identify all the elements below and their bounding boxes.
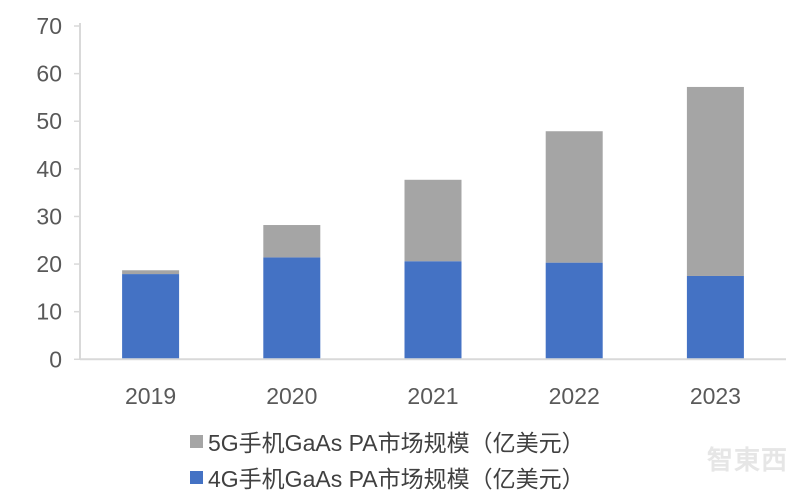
legend-label-5g: 5G手机GaAs PA市场规模（亿美元） [208,430,585,456]
x-tick-label: 2020 [266,383,317,409]
legend-item-5g: 5G手机GaAs PA市场规模（亿美元） [190,424,585,458]
x-tick-label: 2019 [125,383,176,409]
legend-item-4g: 4G手机GaAs PA市场规模（亿美元） [190,460,585,494]
y-tick-label: 30 [36,203,62,229]
bar-4g-2019 [122,274,180,360]
x-tick-label: 2022 [549,383,600,409]
x-tick-label: 2021 [407,383,458,409]
bar-4g-2021 [404,261,462,360]
bar-4g-2023 [686,275,744,360]
bar-5g-2023 [686,86,744,276]
y-tick-label: 50 [36,108,62,134]
bar-4g-2022 [545,262,603,360]
y-tick-label: 0 [49,346,62,372]
bar-5g-2022 [545,131,603,263]
legend-label-4g: 4G手机GaAs PA市场规模（亿美元） [208,466,585,492]
bar-5g-2021 [404,179,462,262]
bar-5g-2020 [263,225,321,258]
bar-4g-2020 [263,257,321,360]
legend-swatch-5g [190,434,203,448]
stacked-bar-chart: 0 10 20 30 40 50 60 70 2019 2020 2021 2022 2023 [36,13,786,409]
legend-swatch-4g [190,470,203,484]
x-tick-label: 2023 [690,383,741,409]
y-tick-label: 20 [36,251,62,277]
bar-5g-2019 [122,270,180,275]
y-tick-label: 10 [36,299,62,325]
y-tick-label: 60 [36,61,62,87]
y-tick-label: 40 [36,156,62,182]
watermark-logo: 智東西 [706,445,788,475]
y-tick-label: 70 [36,13,62,39]
